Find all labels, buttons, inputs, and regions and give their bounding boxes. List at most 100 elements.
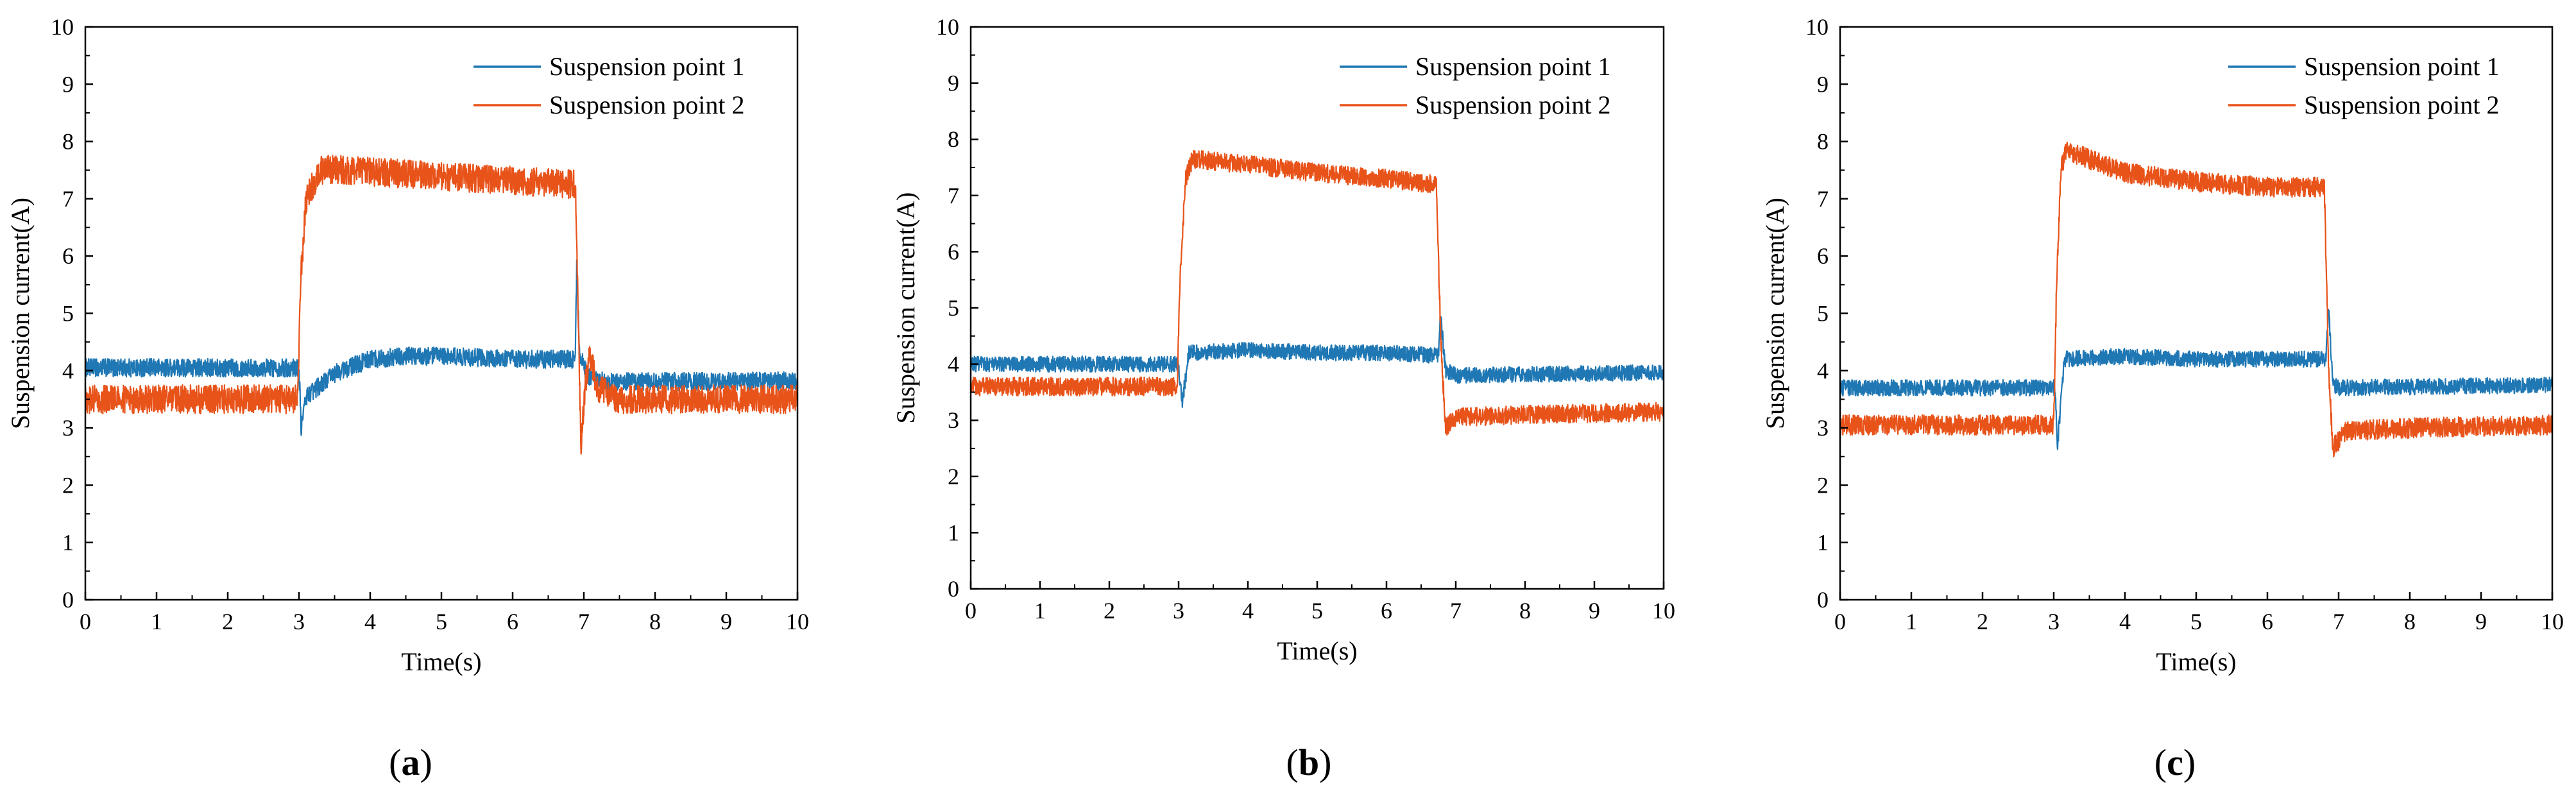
y-tick-label: 5 <box>1817 301 1829 327</box>
y-tick-label: 6 <box>1817 243 1829 269</box>
x-tick-label: 1 <box>1034 598 1046 624</box>
y-tick-label: 4 <box>948 352 959 377</box>
y-tick-label: 5 <box>62 301 74 327</box>
series-line-1 <box>1840 309 2552 450</box>
x-tick-label: 6 <box>507 609 518 634</box>
y-tick-label: 2 <box>1817 472 1829 498</box>
y-axis-title: Suspension current(A) <box>891 192 920 423</box>
legend-label-1: Suspension point 1 <box>1415 52 1610 81</box>
series-line-1 <box>971 316 1664 409</box>
x-tick-label: 7 <box>1450 598 1462 624</box>
y-tick-label: 6 <box>948 239 959 264</box>
x-tick-label: 0 <box>965 598 977 624</box>
x-tick-label: 4 <box>1242 598 1254 624</box>
x-tick-label: 4 <box>364 609 376 634</box>
y-tick-label: 7 <box>1817 186 1829 212</box>
y-tick-label: 3 <box>62 415 74 441</box>
x-tick-label: 5 <box>2190 609 2202 634</box>
y-tick-label: 0 <box>948 576 959 602</box>
x-tick-label: 3 <box>293 609 305 634</box>
y-tick-label: 4 <box>1817 358 1829 384</box>
y-tick-label: 8 <box>1817 129 1829 155</box>
panel-label-open: ( <box>1286 742 1299 783</box>
x-tick-label: 2 <box>222 609 234 634</box>
x-tick-label: 0 <box>80 609 91 634</box>
y-tick-label: 4 <box>62 358 74 384</box>
x-tick-label: 5 <box>1311 598 1323 624</box>
panel-label: (a) <box>389 742 432 783</box>
y-axis-title: Suspension current(A) <box>1761 198 1789 429</box>
y-tick-label: 5 <box>948 295 959 321</box>
x-tick-label: 1 <box>1906 609 1917 634</box>
series-line-2 <box>971 150 1664 436</box>
x-axis-title: Time(s) <box>2156 647 2236 676</box>
x-tick-label: 3 <box>2048 609 2060 634</box>
x-tick-label: 10 <box>2541 609 2564 634</box>
x-axis-title: Time(s) <box>1277 636 1357 665</box>
x-tick-label: 1 <box>151 609 162 634</box>
series-line-2 <box>1840 141 2552 458</box>
x-tick-label: 4 <box>2119 609 2131 634</box>
x-tick-label: 0 <box>1834 609 1846 634</box>
y-tick-label: 7 <box>62 186 74 212</box>
x-tick-label: 7 <box>578 609 590 634</box>
x-axis-title: Time(s) <box>401 647 481 676</box>
y-tick-label: 2 <box>948 464 959 489</box>
chart-panel-b: 0 1 2 3 4 5 6 7 8 9 10 0 1 2 3 4 5 6 7 8 9 10 Time(s) Suspensio… <box>891 14 1675 783</box>
x-tick-label: 5 <box>436 609 447 634</box>
x-tick-label: 10 <box>1652 598 1675 624</box>
y-tick-label: 9 <box>62 71 74 97</box>
y-tick-label: 1 <box>1817 530 1829 556</box>
series-line-1 <box>85 259 798 436</box>
panel-label-close: ) <box>1319 742 1331 783</box>
y-tick-label: 1 <box>62 530 74 556</box>
y-axis-title: Suspension current(A) <box>6 198 35 429</box>
chart-panel-c: 0 1 2 3 4 5 6 7 8 9 10 0 1 2 3 4 5 6 7 8 9 10 Time(s) Suspensio… <box>1761 14 2564 783</box>
panel-label-close: ) <box>420 742 432 783</box>
x-tick-label: 6 <box>2262 609 2273 634</box>
panel-label-open: ( <box>389 742 401 783</box>
panel-label-letter: c <box>2167 742 2183 783</box>
y-tick-label: 10 <box>1805 14 1829 40</box>
y-tick-label: 1 <box>948 520 959 545</box>
y-tick-label: 9 <box>948 71 959 96</box>
panel-label-open: ( <box>2154 742 2167 783</box>
chart-panel-a: 0 1 2 3 4 5 6 7 8 9 10 0 1 2 3 4 5 6 7 8 9 10 Time(s) Suspensio… <box>6 14 809 783</box>
x-tick-label: 9 <box>1589 598 1600 624</box>
x-tick-label: 2 <box>1977 609 1988 634</box>
x-tick-label: 9 <box>721 609 732 634</box>
y-tick-label: 7 <box>948 183 959 208</box>
y-tick-label: 0 <box>1817 587 1829 613</box>
x-tick-label: 6 <box>1381 598 1392 624</box>
y-tick-label: 0 <box>62 587 74 613</box>
x-tick-label: 3 <box>1173 598 1184 624</box>
x-tick-label: 2 <box>1104 598 1115 624</box>
legend-label-2: Suspension point 2 <box>1415 90 1610 119</box>
y-tick-label: 9 <box>1817 71 1829 97</box>
x-tick-label: 8 <box>649 609 661 634</box>
panel-label: (c) <box>2154 742 2196 783</box>
x-tick-label: 10 <box>786 609 809 634</box>
legend-label-1: Suspension point 1 <box>549 52 744 81</box>
legend-label-2: Suspension point 2 <box>549 90 744 119</box>
legend-label-2: Suspension point 2 <box>2304 90 2499 119</box>
x-tick-label: 7 <box>2333 609 2344 634</box>
y-tick-label: 3 <box>1817 415 1829 441</box>
panel-label-letter: a <box>402 742 420 783</box>
series-line-2 <box>85 155 798 455</box>
y-tick-label: 2 <box>62 472 74 498</box>
y-tick-label: 3 <box>948 407 959 433</box>
legend-label-1: Suspension point 1 <box>2304 52 2499 81</box>
y-tick-label: 6 <box>62 243 74 269</box>
y-tick-label: 10 <box>51 14 74 40</box>
panel-label-letter: b <box>1299 742 1319 783</box>
panel-label: (b) <box>1286 742 1332 783</box>
x-tick-label: 9 <box>2475 609 2487 634</box>
y-tick-label: 10 <box>936 14 959 40</box>
panel-label-close: ) <box>2183 742 2196 783</box>
x-tick-label: 8 <box>2404 609 2416 634</box>
y-tick-label: 8 <box>948 126 959 152</box>
y-tick-label: 8 <box>62 129 74 155</box>
x-tick-label: 8 <box>1519 598 1531 624</box>
